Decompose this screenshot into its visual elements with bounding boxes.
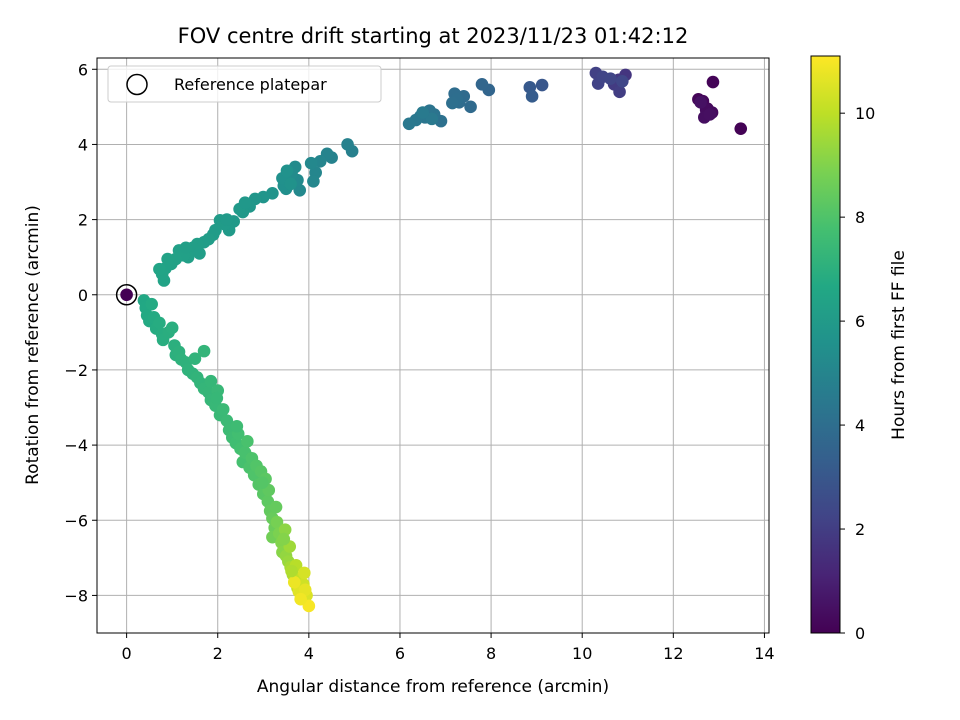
x-tick-label: 2 xyxy=(213,644,223,663)
data-point xyxy=(161,252,174,266)
data-point xyxy=(278,523,292,536)
colorbar-tick-label: 10 xyxy=(855,104,875,123)
data-point xyxy=(402,117,416,131)
colorbar: 0 2 4 6 8 10 Hours from first FF file xyxy=(810,55,909,643)
legend-marker-reference xyxy=(126,73,148,96)
data-point xyxy=(294,592,307,606)
data-point xyxy=(604,72,617,85)
data-point xyxy=(298,583,312,597)
y-tick-label: −6 xyxy=(64,511,88,530)
data-point xyxy=(204,374,218,388)
data-point xyxy=(153,316,166,330)
colorbar-ticks: 0 2 4 6 8 10 xyxy=(840,104,875,643)
data-point xyxy=(307,174,320,188)
x-tick-label: 8 xyxy=(486,644,496,663)
data-point xyxy=(270,515,284,529)
y-tick-label: −2 xyxy=(64,361,88,380)
data-point xyxy=(120,288,133,302)
colorbar-tick-label: 0 xyxy=(855,624,865,643)
x-axis-label: Angular distance from reference (arcmin) xyxy=(257,677,609,697)
data-point xyxy=(293,183,307,197)
plot-background xyxy=(97,58,769,633)
y-tick-label: 4 xyxy=(78,135,88,154)
legend: Reference platepar xyxy=(107,65,382,103)
x-tick-label: 14 xyxy=(754,644,774,663)
chart-title: FOV centre drift starting at 2023/11/23 … xyxy=(178,24,689,48)
data-point xyxy=(145,297,158,311)
data-point xyxy=(220,213,234,226)
colorbar-label: Hours from first FF file xyxy=(889,250,909,440)
data-point xyxy=(230,420,244,433)
data-point xyxy=(615,75,629,88)
data-point xyxy=(210,391,224,405)
y-axis-label: Rotation from reference (arcmin) xyxy=(23,205,43,485)
data-point xyxy=(446,96,459,110)
grid xyxy=(97,58,769,633)
data-point xyxy=(706,75,720,89)
data-point xyxy=(535,78,549,92)
colorbar-bar xyxy=(810,55,841,634)
colorbar-tick-label: 6 xyxy=(855,312,865,331)
data-point xyxy=(165,321,179,335)
x-tick-label: 6 xyxy=(395,644,405,663)
data-point xyxy=(525,90,539,103)
data-point xyxy=(425,112,439,126)
data-point xyxy=(613,85,626,99)
data-point xyxy=(734,122,748,135)
x-tick-label: 12 xyxy=(663,644,683,663)
data-point xyxy=(703,108,717,121)
y-tick-label: 0 xyxy=(78,286,88,305)
data-point xyxy=(256,476,269,489)
data-point xyxy=(157,274,171,287)
legend-label-reference: Reference platepar xyxy=(174,75,327,94)
data-point xyxy=(284,177,297,191)
data-point xyxy=(238,196,252,209)
x-tick-label: 0 xyxy=(122,644,132,663)
data-point xyxy=(188,352,202,365)
colorbar-tick-label: 8 xyxy=(855,208,865,227)
data-point xyxy=(153,262,166,276)
data-point xyxy=(197,344,211,358)
data-point xyxy=(475,78,489,91)
data-point xyxy=(277,532,291,546)
x-tick-label: 4 xyxy=(304,644,314,663)
data-point xyxy=(269,500,283,514)
data-point xyxy=(179,241,193,255)
data-point xyxy=(287,575,301,589)
scatter-points xyxy=(115,66,748,613)
colorbar-tick-label: 4 xyxy=(855,416,865,435)
data-point xyxy=(416,106,430,119)
data-point xyxy=(280,164,294,178)
data-point xyxy=(694,96,707,109)
legend-box xyxy=(107,65,382,103)
data-point xyxy=(297,566,311,580)
x-tick-label: 10 xyxy=(572,644,592,663)
x-axis-ticks: 0 2 4 6 8 10 12 14 xyxy=(122,633,775,663)
data-point xyxy=(285,564,298,578)
colorbar-tick-label: 2 xyxy=(855,520,865,539)
reference-marker xyxy=(115,284,138,306)
data-point xyxy=(464,100,477,114)
y-tick-label: −4 xyxy=(64,436,88,455)
data-point xyxy=(193,247,206,260)
y-tick-label: −8 xyxy=(64,586,88,605)
plot-frame xyxy=(96,57,770,634)
y-tick-label: 6 xyxy=(78,60,88,79)
y-tick-label: 2 xyxy=(78,211,88,230)
data-point xyxy=(241,435,254,448)
data-point xyxy=(216,403,230,416)
plot-area: 0 2 4 6 8 10 12 14 −8 −6 −4 −2 0 2 4 6 xyxy=(64,57,775,663)
y-axis-ticks: −8 −6 −4 −2 0 2 4 6 xyxy=(64,60,97,605)
data-point xyxy=(220,414,234,427)
data-point xyxy=(341,138,354,151)
data-point xyxy=(304,156,318,170)
